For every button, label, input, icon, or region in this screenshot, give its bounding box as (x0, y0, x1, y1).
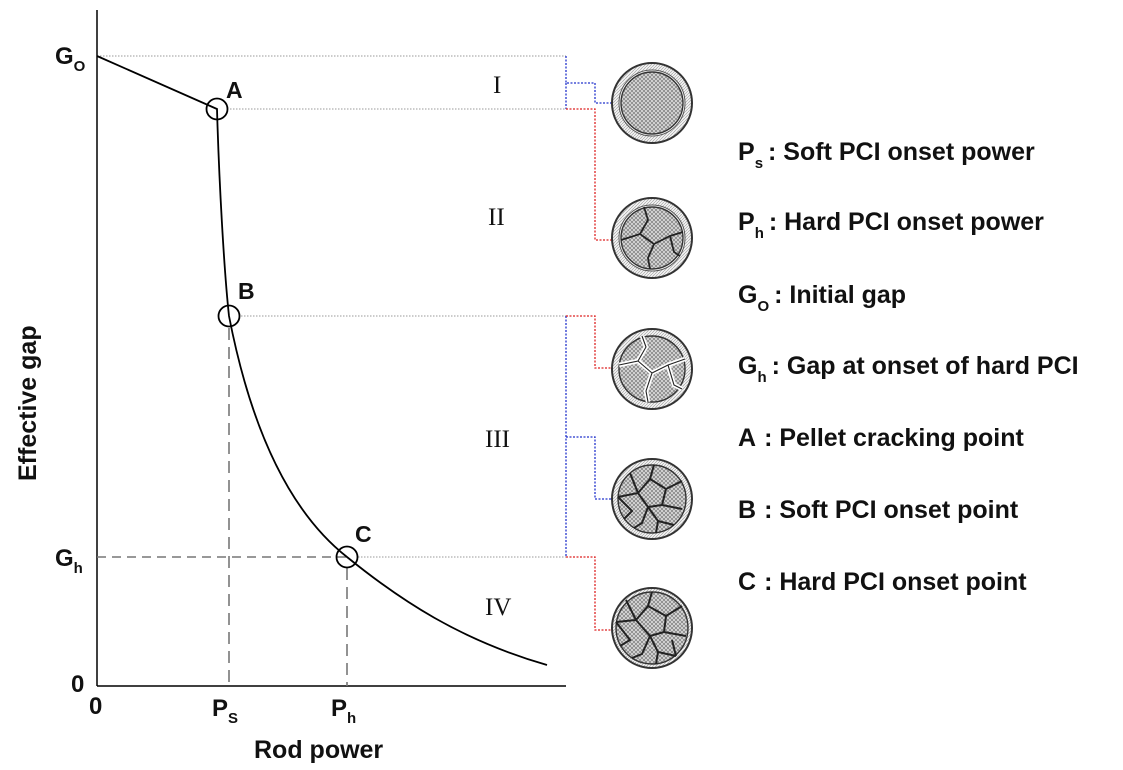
legend-a: A: Pellet cracking point (738, 424, 1025, 452)
point-b-label: B (238, 278, 255, 304)
pellet-fragmented-icon (611, 458, 693, 540)
pellet-intact-icon (611, 62, 693, 144)
pellet-relocated-icon (611, 328, 693, 410)
pellet-cracked-icon (611, 197, 693, 279)
point-a-label: A (226, 77, 243, 103)
region-label-1: I (493, 72, 501, 99)
x-axis-title: Rod power (254, 736, 383, 764)
x-tick-ps: PS (212, 695, 238, 727)
y-tick-origin: 0 (71, 671, 84, 698)
point-c-label: C (355, 521, 372, 547)
x-tick-ph: Ph (331, 695, 356, 727)
legend-gh: Gh: Gap at onset of hard PCI (738, 352, 1079, 386)
legend-b: B: Soft PCI onset point (738, 496, 1019, 524)
y-tick-gh: Gh (55, 545, 83, 577)
legend-c: C: Hard PCI onset point (738, 568, 1027, 596)
region-label-4: IV (485, 594, 511, 621)
pellet-hard-contact-icon (611, 587, 693, 669)
bracket-region-4 (566, 556, 612, 631)
bracket-region-3 (565, 315, 612, 557)
region-label-2: II (488, 204, 505, 231)
point-a-marker (205, 97, 229, 121)
x-tick-origin: 0 (89, 693, 102, 720)
bracket-region-1 (565, 56, 612, 109)
legend-ps: Ps: Soft PCI onset power (738, 138, 1035, 172)
gap-curve (96, 55, 548, 666)
y-axis-title: Effective gap (14, 325, 42, 481)
legend-ph: Ph: Hard PCI onset power (738, 208, 1044, 242)
legend-go: GO: Initial gap (738, 281, 906, 315)
y-tick-go: GO (55, 43, 86, 75)
point-c-marker (335, 545, 359, 569)
point-b-marker (217, 304, 241, 328)
bracket-region-2 (566, 108, 612, 241)
region-label-3: III (485, 426, 510, 453)
